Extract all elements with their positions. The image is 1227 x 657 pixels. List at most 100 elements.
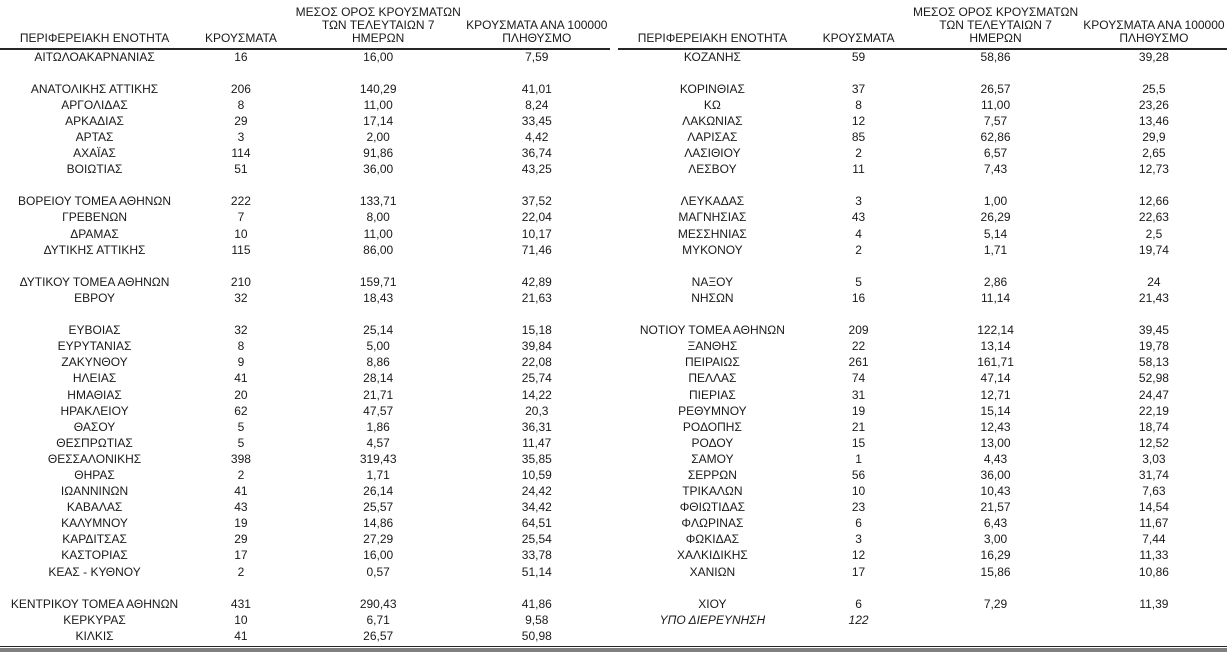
region-cell — [618, 258, 807, 274]
table-row: ΝΑΞΟΥ 5 2,86 24 — [618, 274, 1227, 290]
region-cell — [618, 65, 807, 81]
table-row: ΗΛΕΙΑΣ 41 28,14 25,74 — [0, 371, 610, 387]
table-body-right: ΚΟΖΑΝΗΣ 59 58,86 39,28 ΚΟΡΙΝΘΙΑΣ 37 26,57 25,5 Κ… — [618, 49, 1227, 644]
table-row — [618, 628, 1227, 644]
avg7-cell: 62,86 — [980, 130, 1011, 145]
avg7-cell: 6,57 — [983, 146, 1008, 161]
per100k-cell: 39,84 — [521, 339, 552, 354]
table-row — [618, 307, 1227, 323]
table-row — [618, 258, 1227, 274]
region-cell: ΚΩ — [703, 97, 721, 112]
cases-cell: 32 — [234, 323, 248, 338]
region-cell: ΚΟΖΑΝΗΣ — [683, 50, 741, 65]
per100k-cell: 58,13 — [1138, 355, 1169, 370]
per100k-cell: 25,74 — [521, 371, 552, 386]
region-cell: ΗΛΕΙΑΣ — [72, 371, 117, 386]
region-cell: ΒΟΡΕΙΟΥ ΤΟΜΕΑ ΑΘΗΝΩΝ — [18, 194, 172, 209]
table-row: ΔΥΤΙΚΗΣ ΑΤΤΙΚΗΣ 115 86,00 71,46 — [0, 242, 610, 258]
cases-cell — [189, 65, 293, 81]
region-cell: ΘΕΣΣΑΛΟΝΙΚΗΣ — [47, 451, 142, 466]
cases-cell: 22 — [851, 339, 866, 354]
cases-cell: 115 — [231, 242, 251, 257]
region-cell: ΚΙΛΚΙΣ — [75, 628, 114, 643]
region-cell: ΠΕΛΛΑΣ — [688, 371, 737, 386]
cases-cell: 261 — [848, 355, 869, 370]
regional-table-left: ΠΕΡΙΦΕΡΕΙΑΚΗ ΕΝΟΤΗΤΑ ΚΡΟΥΣΜΑΤΑ ΜΕΣΟΣ ΟΡΟ… — [0, 6, 610, 644]
cases-cell: 37 — [851, 81, 866, 96]
avg7-cell: 17,14 — [363, 113, 394, 128]
table-row: ΤΡΙΚΑΛΩΝ 10 10,43 7,63 — [618, 484, 1227, 500]
avg7-cell: 4,57 — [366, 435, 390, 450]
per100k-cell: 13,46 — [1138, 113, 1169, 128]
per100k-cell: 22,08 — [521, 355, 552, 370]
column-header-avg7-line1: ΜΕΣΟΣ ΟΡΟΣ ΚΡΟΥΣΜΑΤΩΝ — [912, 5, 1079, 19]
cases-cell: 10 — [851, 484, 866, 499]
column-header-avg7-line2: ΤΩΝ ΤΕΛΕΥΤΑΙΩΝ 7 — [939, 18, 1052, 32]
avg7-cell: 5,00 — [366, 339, 390, 354]
column-header-per100k-line1: ΚΡΟΥΣΜΑΤΑ ΑΝΑ 100000 — [466, 18, 608, 32]
per100k-cell: 34,42 — [521, 500, 552, 515]
region-cell: ΝΗΣΩΝ — [691, 290, 734, 305]
region-cell: ΛΑΚΩΝΙΑΣ — [682, 113, 743, 128]
column-header-avg7-line3: ΗΜΕΡΩΝ — [969, 31, 1022, 45]
region-cell: ΚΑΡΔΙΤΣΑΣ — [62, 532, 127, 547]
region-cell: ΘΕΣΠΡΩΤΙΑΣ — [56, 435, 133, 450]
region-cell: ΦΩΚΙΔΑΣ — [685, 532, 740, 547]
column-header-per100k-line1: ΚΡΟΥΣΜΑΤΑ ΑΝΑ 100000 — [1083, 18, 1225, 32]
cases-cell: 2 — [855, 146, 862, 161]
region-cell — [618, 178, 807, 194]
region-cell: ΠΕΙΡΑΙΩΣ — [684, 355, 740, 370]
table-row: ΧΑΛΚΙΔΙΚΗΣ 12 16,29 11,33 — [618, 548, 1227, 564]
cases-table-right: ΠΕΡΙΦΕΡΕΙΑΚΗ ΕΝΟΤΗΤΑ ΚΡΟΥΣΜΑΤΑ ΜΕΣΟΣ ΟΡΟ… — [618, 6, 1227, 644]
column-header-region-label: ΠΕΡΙΦΕΡΕΙΑΚΗ ΕΝΟΤΗΤΑ — [19, 31, 170, 45]
cases-cell: 85 — [851, 130, 866, 145]
region-cell: ΑΡΤΑΣ — [75, 130, 114, 145]
avg7-cell: 47,14 — [980, 371, 1011, 386]
cases-cell: 1 — [855, 451, 862, 466]
cases-cell — [189, 580, 293, 596]
per100k-cell: 51,14 — [521, 564, 552, 579]
table-row: ΛΑΡΙΣΑΣ 85 62,86 29,9 — [618, 129, 1227, 145]
per100k-cell: 36,74 — [521, 146, 552, 161]
column-header-cases-label: ΚΡΟΥΣΜΑΤΑ — [822, 31, 895, 45]
per100k-cell: 24,42 — [521, 484, 552, 499]
per100k-cell: 22,19 — [1138, 403, 1169, 418]
avg7-cell: 10,43 — [980, 484, 1011, 499]
cases-cell — [807, 307, 911, 323]
region-cell: ΚΑΛΥΜΝΟΥ — [61, 516, 128, 531]
cases-cell: 16 — [234, 50, 248, 65]
per100k-cell: 12,73 — [1138, 162, 1169, 177]
cases-cell: 2 — [237, 467, 245, 482]
table-row: ΡΟΔΟΠΗΣ 21 12,43 18,74 — [618, 419, 1227, 435]
table-row: ΝΟΤΙΟΥ ΤΟΜΕΑ ΑΘΗΝΩΝ 209 122,14 39,45 — [618, 323, 1227, 339]
avg7-cell: 290,43 — [359, 596, 397, 611]
region-cell: ΛΑΡΙΣΑΣ — [687, 130, 738, 145]
cases-cell: 3 — [237, 130, 245, 145]
avg7-cell: 8,86 — [366, 355, 390, 370]
avg7-cell: 15,14 — [980, 403, 1011, 418]
table-header: ΠΕΡΙΦΕΡΕΙΑΚΗ ΕΝΟΤΗΤΑ ΚΡΟΥΣΜΑΤΑ ΜΕΣΟΣ ΟΡΟ… — [618, 5, 1227, 50]
column-header-cases-label: ΚΡΟΥΣΜΑΤΑ — [204, 31, 277, 45]
per100k-cell — [464, 65, 610, 81]
region-cell: ΜΕΣΣΗΝΙΑΣ — [677, 226, 747, 241]
region-cell: ΑΙΤΩΛΟΑΚΑΡΝΑΝΙΑΣ — [34, 50, 155, 65]
per100k-cell — [464, 580, 610, 596]
cases-cell: 19 — [851, 403, 866, 418]
table-row: ΘΕΣΠΡΩΤΙΑΣ 5 4,57 11,47 — [0, 435, 610, 451]
per100k-cell — [464, 307, 610, 323]
cases-cell: 59 — [851, 50, 866, 65]
region-cell: ΚΕΝΤΡΙΚΟΥ ΤΟΜΕΑ ΑΘΗΝΩΝ — [10, 596, 179, 611]
column-header-avg7-line2: ΤΩΝ ΤΕΛΕΥΤΑΙΩΝ 7 — [321, 18, 435, 32]
region-cell — [0, 178, 189, 194]
table-row: ΜΕΣΣΗΝΙΑΣ 4 5,14 2,5 — [618, 226, 1227, 242]
region-cell: ΧΙΟΥ — [698, 596, 727, 611]
per100k-cell: 2,65 — [1142, 146, 1166, 161]
table-body-left: ΑΙΤΩΛΟΑΚΑΡΝΑΝΙΑΣ 16 16,00 7,59 ΑΝΑΤΟΛΙΚΗΣ ΑΤ… — [0, 49, 610, 644]
cases-cell — [807, 258, 911, 274]
cases-cell: 122 — [848, 612, 869, 627]
avg7-cell: 2,00 — [366, 130, 390, 145]
region-cell: ΕΥΒΟΙΑΣ — [68, 323, 121, 338]
region-cell: ΝΟΤΙΟΥ ΤΟΜΕΑ ΑΘΗΝΩΝ — [639, 323, 785, 338]
per100k-cell: 24,47 — [1138, 387, 1169, 402]
table-row: ΘΑΣΟΥ 5 1,86 36,31 — [0, 419, 610, 435]
